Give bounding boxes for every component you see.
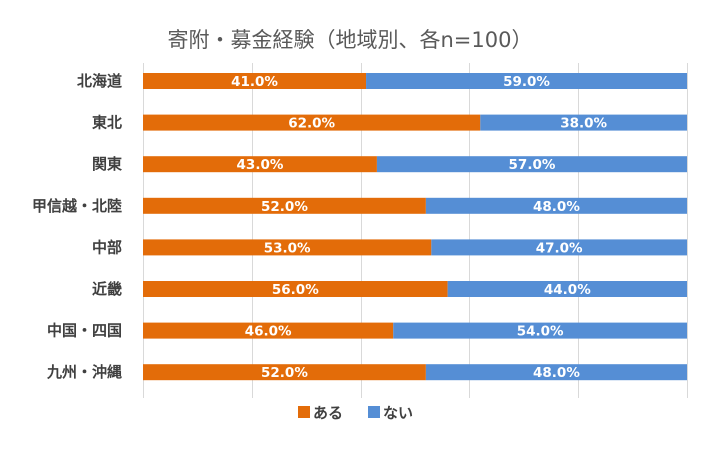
legend-label-1: ない: [383, 404, 413, 422]
bar-aru-0: [143, 73, 367, 89]
legend: ある ない: [298, 404, 413, 422]
bar-aru-5: [143, 281, 448, 297]
bar-nai-6: [393, 322, 687, 339]
category-label-1: 東北: [92, 114, 122, 132]
data-label-nai-2: 57.0%: [509, 157, 556, 173]
data-label-nai-0: 59.0%: [503, 74, 550, 90]
bars-layer: 41.0% 59.0% 62.0% 38.0% 43.0% 57.0% 52.0% 48.0%…: [143, 73, 687, 381]
category-label-0: 北海道: [77, 72, 122, 90]
data-label-nai-3: 48.0%: [533, 199, 580, 215]
chart-title: 寄附・募金経験（地域別、各n=100）: [168, 28, 533, 52]
bar-aru-3: [143, 197, 426, 214]
data-label-nai-7: 48.0%: [533, 365, 580, 381]
legend-label-0: ある: [313, 404, 343, 422]
data-label-aru-6: 46.0%: [245, 324, 292, 340]
bar-nai-2: [376, 156, 687, 173]
category-label-4: 中部: [92, 238, 122, 256]
data-label-nai-1: 38.0%: [560, 116, 607, 132]
bar-nai-3: [425, 197, 687, 214]
data-label-aru-1: 62.0%: [288, 116, 335, 132]
bar-nai-7: [425, 364, 687, 381]
data-label-aru-3: 52.0%: [261, 199, 308, 215]
data-label-aru-4: 53.0%: [264, 240, 311, 256]
data-label-aru-5: 56.0%: [272, 282, 319, 298]
category-label-2: 関東: [92, 155, 122, 173]
category-label-6: 中国・四国: [47, 322, 122, 340]
bar-aru-1: [143, 114, 481, 131]
category-label-3: 甲信越・北陸: [32, 197, 122, 215]
bar-aru-6: [143, 322, 394, 339]
bar-aru-4: [143, 239, 432, 256]
data-label-aru-0: 41.0%: [231, 74, 278, 90]
data-label-aru-2: 43.0%: [237, 157, 284, 173]
bar-nai-5: [447, 281, 687, 297]
bar-nai-0: [366, 73, 687, 89]
bar-aru-7: [143, 364, 426, 381]
data-label-nai-4: 47.0%: [536, 240, 583, 256]
data-label-nai-5: 44.0%: [544, 282, 591, 298]
category-label-7: 九州・沖縄: [46, 363, 122, 381]
data-label-nai-6: 54.0%: [517, 324, 564, 340]
category-label-5: 近畿: [92, 280, 122, 298]
bar-nai-4: [431, 239, 687, 256]
legend-swatch-1: [368, 406, 380, 418]
bar-aru-2: [143, 156, 377, 173]
data-label-aru-7: 52.0%: [261, 365, 308, 381]
grid-layer: [143, 63, 688, 398]
bar-nai-1: [480, 114, 687, 131]
legend-swatch-0: [298, 406, 310, 418]
